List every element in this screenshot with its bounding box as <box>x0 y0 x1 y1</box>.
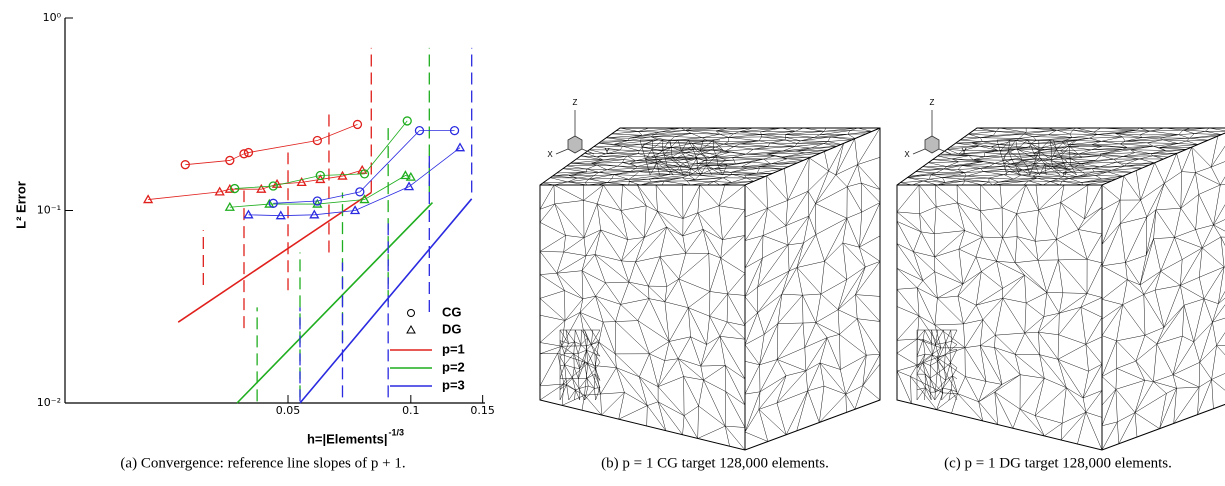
cg-point <box>355 187 365 197</box>
legend-symbol <box>407 309 415 317</box>
dg-point <box>243 209 254 219</box>
triad-label: Y <box>961 147 967 156</box>
triad-axes <box>555 110 595 155</box>
caption: (a) Convergence: reference line slopes o… <box>120 455 405 471</box>
dg-point <box>224 201 235 211</box>
triad-label: Z <box>573 98 578 107</box>
cg-point <box>414 125 425 136</box>
dg-point <box>405 171 416 181</box>
series-line <box>148 169 363 200</box>
dg-point <box>337 170 348 180</box>
dg-point <box>214 186 225 196</box>
cg-point <box>352 119 363 130</box>
y-tick-label: 10⁻² <box>37 396 61 409</box>
x-axis-title-exponent: -1/3 <box>389 427 405 437</box>
dg-point <box>264 198 275 208</box>
cg-point <box>243 147 254 158</box>
dg-point <box>275 210 286 220</box>
reference-line <box>299 198 473 404</box>
mesh-edges <box>639 139 728 176</box>
cube-outline <box>896 127 1225 451</box>
mesh-edges <box>916 329 958 401</box>
cg-point <box>315 170 325 181</box>
legend-label: CG <box>442 304 462 319</box>
legend-symbol <box>406 324 416 334</box>
reference-line <box>177 191 372 323</box>
series-line <box>185 124 358 166</box>
series-line <box>229 175 411 208</box>
cg-point <box>225 155 235 166</box>
reference-line <box>236 201 434 404</box>
dg-point <box>400 170 411 180</box>
dg-point <box>359 194 370 204</box>
mesh-edges <box>996 139 1088 176</box>
dg-point <box>309 209 320 219</box>
caption: (b) p = 1 CG target 128,000 elements. <box>601 455 829 471</box>
cg-point <box>312 135 322 146</box>
series-line <box>248 147 461 217</box>
x-tick-label: 0.05 <box>276 404 301 417</box>
triad-axes <box>912 110 952 155</box>
cg-point <box>268 181 278 191</box>
caption: (c) p = 1 DG target 128,000 elements. <box>944 455 1172 471</box>
dg-point <box>403 181 415 191</box>
triad-label: Y <box>604 147 610 156</box>
legend-label: p=1 <box>442 341 465 356</box>
series-line <box>234 120 408 189</box>
cg-point <box>402 116 412 126</box>
y-tick-label: 10⁰ <box>43 11 62 24</box>
triad-cube <box>924 135 940 154</box>
dg-point <box>296 177 307 187</box>
legend-label: p=3 <box>442 377 465 392</box>
triad-label: X <box>904 150 910 159</box>
dg-point <box>142 194 154 204</box>
series-line <box>273 130 455 204</box>
mesh-panel: Z X Y <box>539 98 881 451</box>
cg-point <box>239 149 249 159</box>
x-axis-title: h=|Elements| <box>307 431 388 446</box>
cg-point <box>312 196 322 206</box>
dg-point <box>349 205 361 215</box>
dg-point <box>312 198 323 208</box>
triad-label: X <box>547 150 553 159</box>
y-axis-title: L² Error <box>13 181 28 229</box>
cg-point <box>359 169 370 179</box>
mesh-edges <box>539 184 746 451</box>
triad-cube <box>567 135 583 154</box>
mesh-edges <box>896 184 1103 451</box>
mesh-edges <box>559 329 601 401</box>
cg-point <box>268 198 278 208</box>
x-tick-label: 0.1 <box>402 404 420 417</box>
mesh-panel: Z X Y <box>896 98 1225 451</box>
x-tick-label: 0.15 <box>470 404 495 417</box>
dg-point <box>454 142 466 152</box>
cg-point <box>449 125 460 136</box>
legend-label: DG <box>442 321 462 336</box>
dg-point <box>224 183 235 193</box>
triad-label: Z <box>930 98 935 107</box>
cg-point <box>180 160 190 170</box>
cube-outline <box>539 127 881 451</box>
legend-label: p=2 <box>442 359 465 374</box>
y-tick-label: 10⁻¹ <box>37 204 61 217</box>
dg-point <box>256 183 267 193</box>
cg-point <box>230 183 240 194</box>
mesh-edges <box>539 127 873 186</box>
